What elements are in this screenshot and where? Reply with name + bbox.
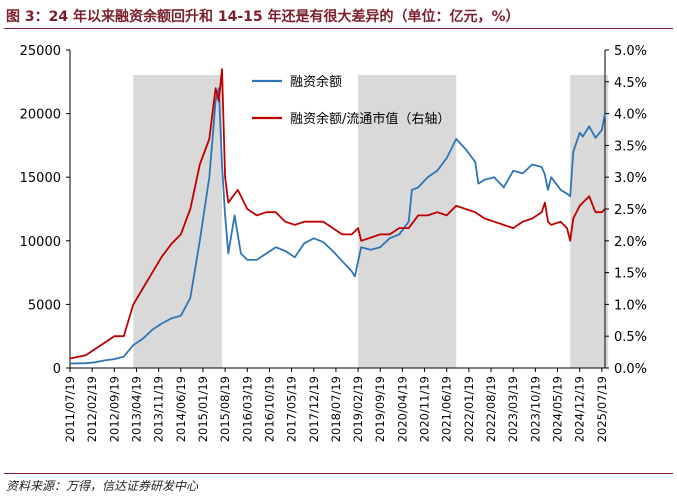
- x-tick-label: 2022/01/19: [462, 376, 476, 442]
- x-tick-label: 2023/03/19: [506, 376, 520, 442]
- legend: 融资余额 融资余额/流通市值（右轴）: [252, 74, 450, 127]
- x-tick-label: 2024/12/19: [573, 376, 587, 442]
- shaded-period-1: [133, 75, 222, 368]
- right-tick-label: 2.0%: [614, 235, 647, 250]
- x-tick-label: 2012/02/19: [85, 376, 99, 442]
- x-tick-label: 2013/11/19: [152, 376, 166, 442]
- chart: 0 5000 10000 15000 20000 25000 0.0% 0.5% 1.0% 1.5…: [20, 44, 647, 442]
- right-tick-label: 3.5%: [614, 139, 647, 154]
- x-tick-label: 2016/03/19: [240, 376, 254, 442]
- x-tick-label: 2023/10/19: [528, 376, 542, 442]
- x-tick-label: 2020/04/19: [395, 376, 409, 442]
- right-tick-label: 5.0%: [614, 44, 647, 59]
- x-tick-label: 2015/08/19: [218, 376, 232, 442]
- shaded-periods: [133, 75, 609, 368]
- x-tick-label: 2025/07/19: [595, 376, 609, 442]
- right-tick-label: 3.0%: [614, 171, 647, 186]
- right-tick-label: 2.5%: [614, 203, 647, 218]
- right-tick-label: 4.5%: [614, 76, 647, 91]
- left-tick-label: 25000: [20, 44, 61, 59]
- x-tick-label: 2013/04/19: [129, 376, 143, 442]
- x-tick-label: 2018/07/19: [329, 376, 343, 442]
- left-tick-label: 0: [53, 362, 61, 377]
- x-tick-label: 2011/07/19: [63, 376, 77, 442]
- x-tick-label: 2017/05/19: [285, 376, 299, 442]
- left-tick-label: 10000: [20, 235, 61, 250]
- right-tick-label: 0.5%: [614, 330, 647, 345]
- source-note: 资料来源：万得，信达证券研发中心: [6, 479, 199, 493]
- x-tick-label: 2012/09/19: [107, 376, 121, 442]
- x-tick-label: 2015/01/19: [196, 376, 210, 442]
- axes: 0 5000 10000 15000 20000 25000 0.0% 0.5% 1.0% 1.5…: [20, 44, 647, 442]
- right-tick-label: 4.0%: [614, 108, 647, 123]
- x-tick-label: 2019/09/19: [373, 376, 387, 442]
- x-tick-label: 2014/06/19: [174, 376, 188, 442]
- series-line-finance-balance: [69, 87, 606, 365]
- right-tick-label: 1.0%: [614, 298, 647, 313]
- series-lines: [69, 68, 606, 365]
- legend-label-finance-ratio: 融资余额/流通市值（右轴）: [290, 111, 450, 127]
- right-tick-label: 0.0%: [614, 362, 647, 377]
- x-tick-label: 2020/11/19: [418, 376, 432, 442]
- x-tick-label: 2024/05/19: [551, 376, 565, 442]
- x-tick-label: 2022/08/19: [484, 376, 498, 442]
- legend-label-finance-balance: 融资余额: [290, 74, 342, 90]
- left-tick-label: 20000: [20, 108, 61, 123]
- shaded-period-2: [358, 75, 457, 368]
- shaded-period-3: [570, 75, 609, 368]
- x-tick-label: 2017/12/19: [307, 376, 321, 442]
- x-tick-label: 2021/06/19: [440, 376, 454, 442]
- figure-title: 图 3：24 年以来融资余额回升和 14-15 年还是有很大差异的（单位：亿元，…: [6, 9, 520, 25]
- left-tick-label: 15000: [20, 171, 61, 186]
- left-tick-label: 5000: [28, 298, 61, 313]
- series-line-finance-ratio: [69, 68, 606, 360]
- x-tick-label: 2016/10/19: [262, 376, 276, 442]
- title-rule: [4, 28, 673, 29]
- x-tick-label: 2019/02/19: [351, 376, 365, 442]
- right-tick-label: 1.5%: [614, 267, 647, 282]
- source-rule: [4, 473, 673, 474]
